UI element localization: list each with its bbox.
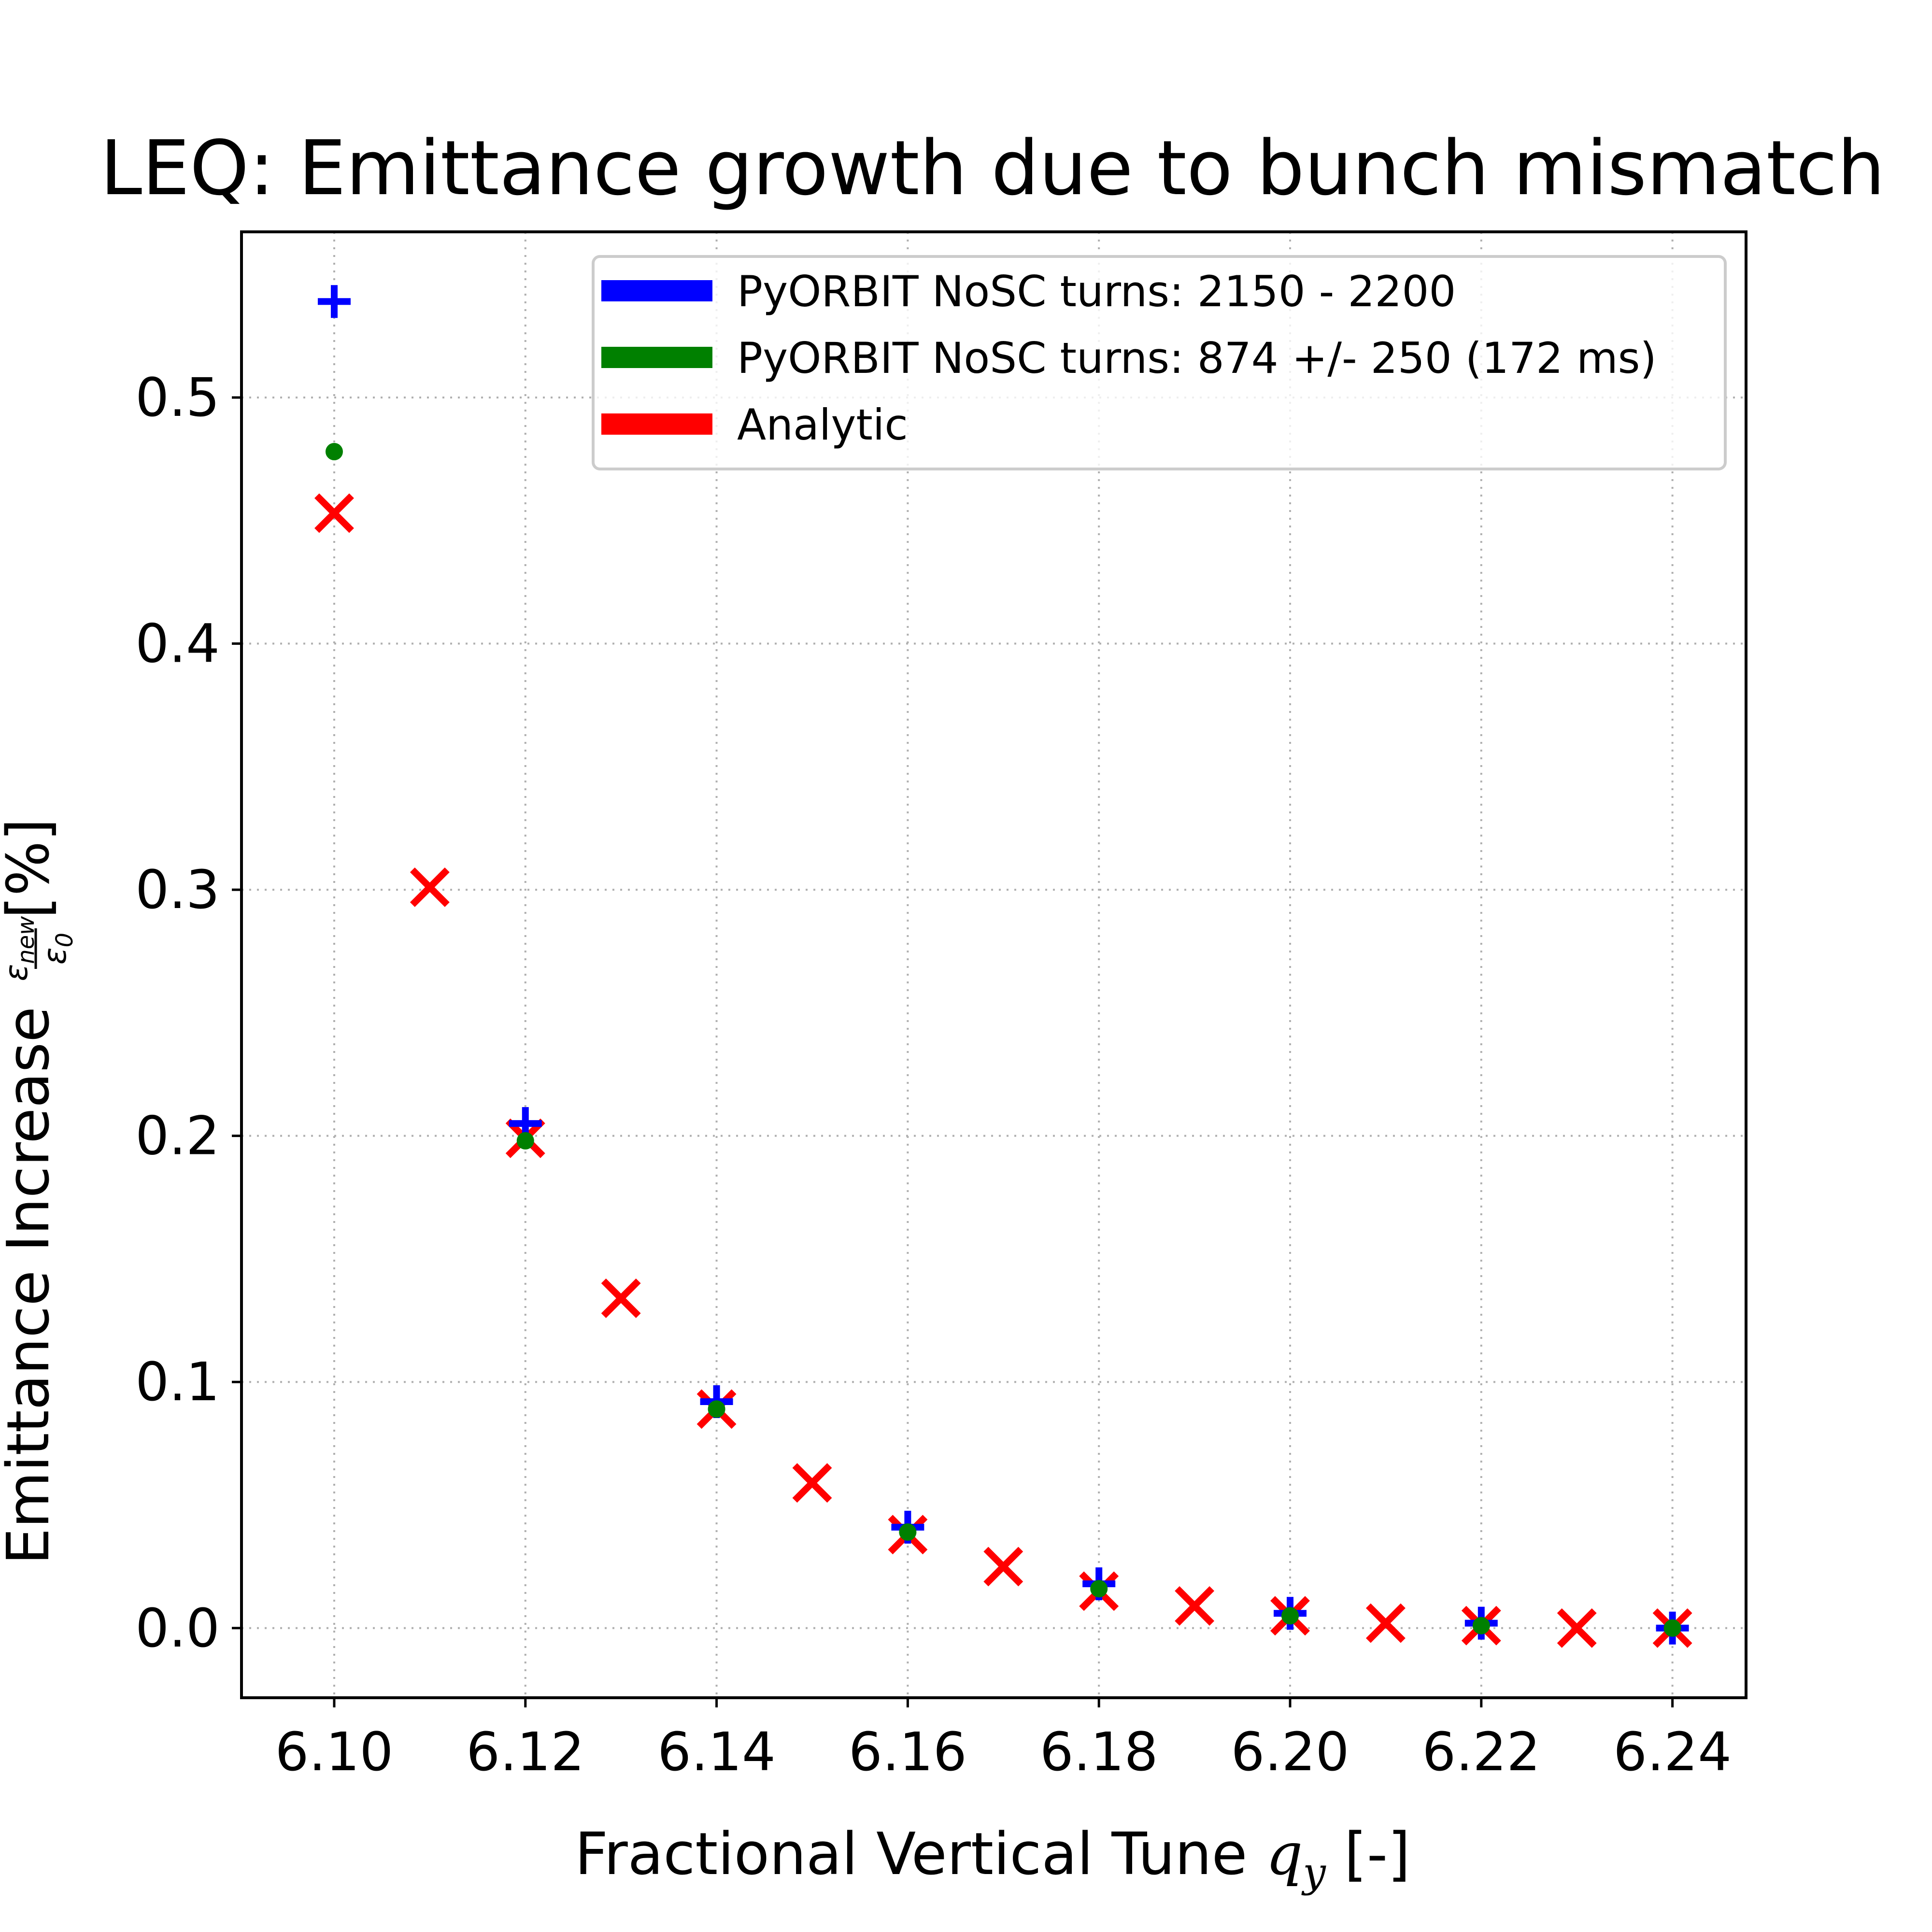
x-tick-label: 6.20 <box>1231 1721 1350 1783</box>
pyorbit-874-point <box>1281 1607 1299 1625</box>
analytic-point <box>792 1463 832 1503</box>
x-tick-label: 6.10 <box>275 1721 394 1783</box>
y-axis-label-end: [%] <box>0 818 62 919</box>
x-tick-label: 6.22 <box>1422 1721 1540 1783</box>
y-axis-label-main: Emittance Increase <box>0 1007 62 1565</box>
analytic-point <box>983 1547 1023 1587</box>
analytic-point <box>601 1279 641 1318</box>
pyorbit-874-point <box>708 1400 725 1418</box>
y-tick-label: 0.0 <box>135 1597 220 1659</box>
analytic-point <box>410 867 450 907</box>
pyorbit-874-point <box>1090 1580 1108 1598</box>
x-tick-label: 6.18 <box>1040 1721 1158 1783</box>
y-axis-label-denominator: ε0 <box>36 933 78 965</box>
marks-layer <box>314 285 1692 1648</box>
grid-layer <box>242 232 1746 1698</box>
legend: PyORBIT NoSC turns: 2150 - 2200 PyORBIT … <box>592 255 1727 470</box>
y-tick-label: 0.2 <box>135 1105 220 1167</box>
analytic-point <box>1557 1608 1597 1648</box>
x-axis-label-var: q <box>1266 1821 1303 1888</box>
pyorbit-874-point <box>899 1523 917 1541</box>
pyorbit-874-point <box>1472 1617 1490 1634</box>
chart-title: LEQ: Emittance growth due to bunch misma… <box>100 124 1885 212</box>
y-axis-label-fraction: εnew ε0 <box>0 916 78 981</box>
x-axis-label-end: [-] <box>1326 1821 1410 1888</box>
x-tick-label: 6.14 <box>657 1721 776 1783</box>
legend-label-analytic: Analytic <box>737 400 908 450</box>
pyorbit-874-point <box>325 443 343 461</box>
y-tick-label: 0.1 <box>135 1351 220 1413</box>
tick-layer: 6.10 6.12 6.14 6.16 6.18 6.20 6.22 6.24 0.0 0.1 0.… <box>135 367 1732 1783</box>
plot-frame <box>240 230 1747 1699</box>
x-axis-label-sub: y <box>1301 1849 1326 1896</box>
pyorbit-874-point <box>516 1132 534 1150</box>
x-axis-label: Fractional Vertical Tune qy [-] <box>575 1821 1410 1896</box>
x-axis-label-main: Fractional Vertical Tune <box>575 1821 1266 1888</box>
x-tick-label: 6.16 <box>849 1721 967 1783</box>
y-axis-label: Emittance Increase εnew ε0 [%] <box>0 818 78 1564</box>
y-tick-label: 0.3 <box>135 859 220 921</box>
legend-label-pyorbit-2150: PyORBIT NoSC turns: 2150 - 2200 <box>737 267 1456 316</box>
analytic-point <box>314 493 354 533</box>
pyorbit-2150-point <box>317 285 351 318</box>
pyorbit-874-point <box>1663 1619 1681 1637</box>
legend-label-pyorbit-874: PyORBIT NoSC turns: 874 +/- 250 (172 ms) <box>737 333 1657 383</box>
analytic-point <box>1175 1586 1215 1626</box>
x-tick-label: 6.24 <box>1613 1721 1732 1783</box>
y-tick-label: 0.5 <box>135 367 220 428</box>
x-tick-label: 6.12 <box>466 1721 584 1783</box>
legend-box <box>592 255 1727 470</box>
analytic-point <box>1365 1603 1406 1643</box>
y-tick-label: 0.4 <box>135 613 220 675</box>
